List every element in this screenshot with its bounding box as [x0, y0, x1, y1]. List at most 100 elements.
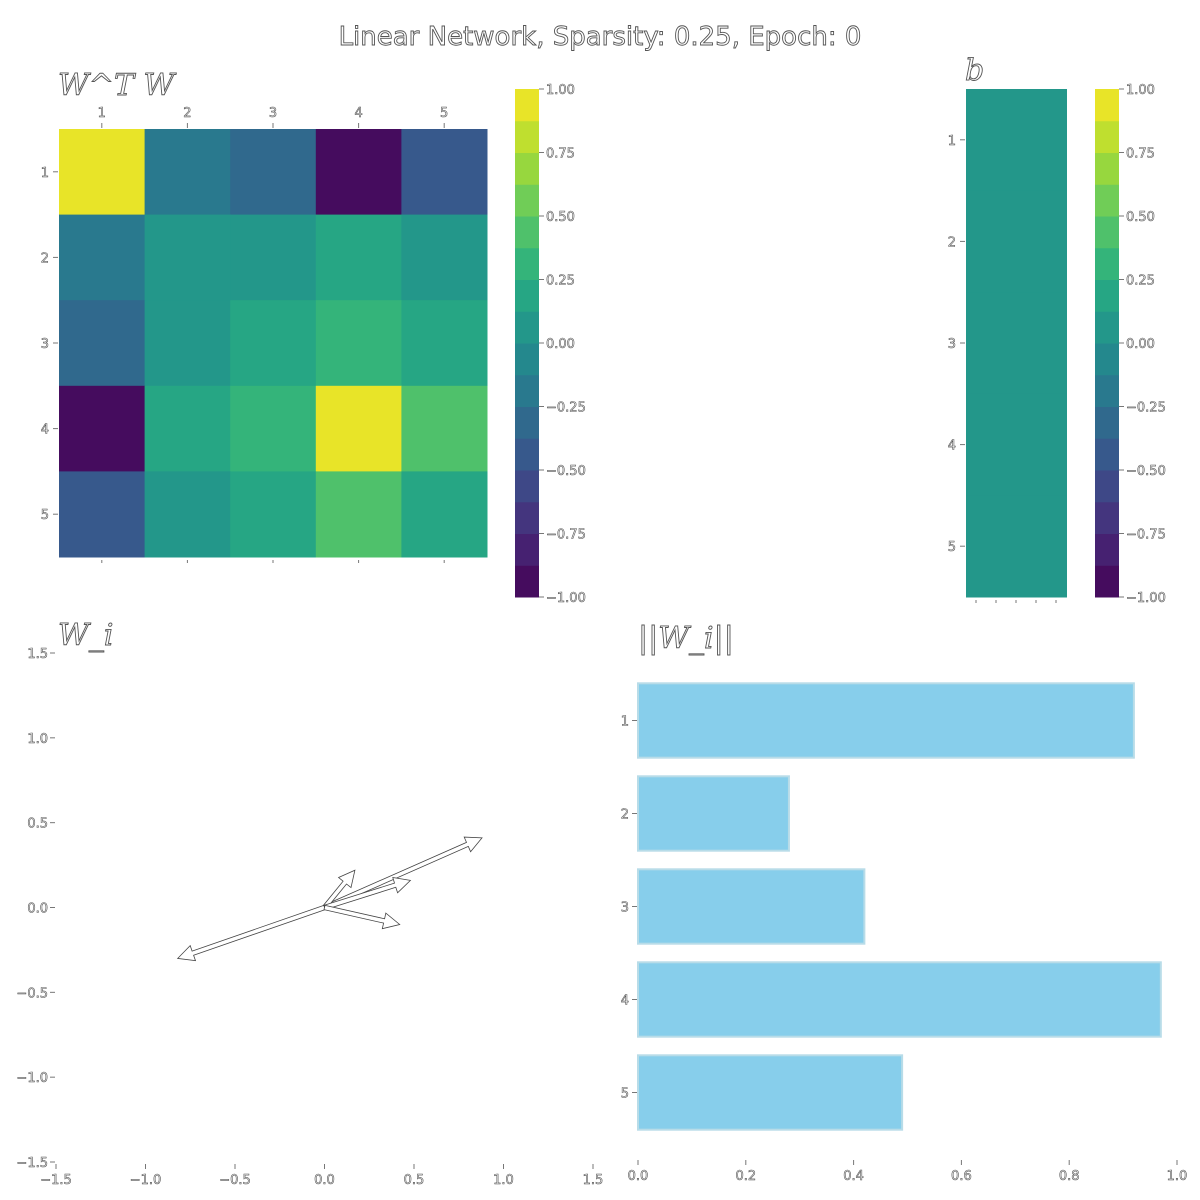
wtw-colorbar: 1.00 0.75 0.50 0.25 0.00 −0.25 −0.50 −0.75 −1.00 — [515, 83, 586, 606]
colorbar-segment-4 — [515, 470, 539, 503]
colorbar-segment-9 — [1095, 311, 1119, 344]
heatmap-y-tick-label-4: 4 — [41, 423, 49, 438]
wi-x-tick-label-6: 1.0 — [493, 1173, 514, 1188]
colorbar-tick-label-6: −0.25 — [546, 401, 586, 416]
colorbar-segment-15 — [1095, 120, 1119, 153]
norm-x-tick-label-5: 0.8 — [1059, 1169, 1080, 1184]
wi-x-tick-label-4: 0.0 — [314, 1173, 335, 1188]
colorbar-tick-label-2: 0.75 — [546, 147, 575, 162]
heatmap-cell-1-1 — [59, 129, 146, 216]
heatmap-x-tick-label-4: 4 — [354, 106, 362, 121]
colorbar-tick-label-5: 0.00 — [1126, 337, 1155, 352]
colorbar-segment-1 — [1095, 565, 1119, 598]
b-y-tick-label-5: 5 — [948, 540, 956, 555]
heatmap-cell-5-4 — [315, 471, 402, 558]
colorbar-segment-7 — [515, 374, 539, 407]
norm-y-tick-label-5: 5 — [621, 1087, 629, 1102]
heatmap-cell-4-4 — [315, 385, 402, 472]
colorbar-segment-11 — [1095, 247, 1119, 280]
colorbar-tick-label-5: 0.00 — [546, 337, 575, 352]
wi-y-tick-label-7: −1.5 — [16, 1156, 48, 1171]
colorbar-segment-8 — [515, 343, 539, 376]
colorbar-tick-label-3: 0.50 — [1126, 210, 1155, 225]
b-cell-3 — [966, 292, 1067, 395]
heatmap-x-tick-label-3: 3 — [269, 106, 277, 121]
heatmap-x-tick-label-5: 5 — [440, 106, 448, 121]
b-cell-5 — [966, 495, 1067, 598]
heatmap-cell-1-4 — [315, 129, 402, 216]
wi-y-tick-label-4: 0.0 — [27, 902, 48, 917]
heatmap-cell-4-5 — [401, 385, 488, 472]
wi-x-tick-label-7: 1.5 — [583, 1173, 604, 1188]
heatmap-cell-2-4 — [315, 214, 402, 301]
colorbar-segment-5 — [515, 438, 539, 471]
norm-panel-title: ||W_i|| — [638, 621, 734, 656]
heatmap-cell-2-3 — [230, 214, 317, 301]
norm-bar-chart: 1 2 3 4 5 0.0 0.2 0.4 0.6 0.8 1.0 — [620, 682, 1188, 1184]
norm-x-tick-label-1: 0.0 — [628, 1169, 649, 1184]
wi-vector-arrow-5 — [323, 904, 401, 930]
colorbar-tick-label-8: −0.75 — [1126, 528, 1166, 543]
colorbar-tick-label-8: −0.75 — [546, 528, 586, 543]
heatmap-cell-3-5 — [401, 300, 488, 387]
wi-x-tick-label-5: 0.5 — [404, 1173, 425, 1188]
heatmap-y-tick-label-5: 5 — [41, 508, 49, 523]
norm-bar-1 — [637, 682, 1135, 759]
wi-vector-plot: 1.5 1.0 0.5 0.0 −0.5 −1.0 −1.5 −1.5 −1.0 −0.5 0.0 0… — [16, 647, 604, 1189]
norm-y-tick-label-3: 3 — [621, 901, 629, 916]
heatmap-cell-2-1 — [59, 214, 146, 301]
wi-y-tick-label-5: −0.5 — [16, 986, 48, 1001]
b-y-tick-label-3: 3 — [948, 337, 956, 352]
colorbar-tick-label-1: 1.00 — [546, 83, 575, 98]
wi-vector-arrow-2 — [322, 869, 356, 910]
wi-vector-arrow-4 — [176, 904, 326, 962]
colorbar-segment-16 — [515, 89, 539, 122]
colorbar-segment-3 — [515, 501, 539, 534]
colorbar-tick-label-9: −1.00 — [1126, 591, 1166, 606]
wi-x-tick-label-3: −0.5 — [219, 1173, 251, 1188]
heatmap-cell-4-2 — [144, 385, 231, 472]
heatmap-cell-3-1 — [59, 300, 146, 387]
colorbar-segment-2 — [515, 533, 539, 566]
colorbar-tick-label-1: 1.00 — [1126, 83, 1155, 98]
heatmap-cell-2-5 — [401, 214, 488, 301]
wi-panel-title: W_i — [58, 618, 113, 653]
heatmap-y-tick-label-2: 2 — [41, 251, 49, 266]
wi-vector-arrow-1 — [323, 836, 483, 911]
b-heatmap: 1 2 3 4 5 — [947, 89, 1067, 603]
heatmap-y-tick-label-3: 3 — [41, 337, 49, 352]
b-y-tick-label-4: 4 — [948, 439, 956, 454]
wi-y-tick-label-2: 1.0 — [27, 732, 48, 747]
colorbar-segment-12 — [515, 216, 539, 249]
norm-bar-3 — [637, 868, 866, 945]
heatmap-cell-1-5 — [401, 129, 488, 216]
norm-bar-5 — [637, 1054, 904, 1131]
colorbar-tick-label-9: −1.00 — [546, 591, 586, 606]
colorbar-segment-9 — [515, 311, 539, 344]
norm-y-tick-label-2: 2 — [621, 808, 629, 823]
b-cell-1 — [966, 89, 1067, 192]
colorbar-segment-6 — [515, 406, 539, 439]
norm-bar-2 — [637, 775, 790, 852]
heatmap-cell-4-3 — [230, 385, 317, 472]
heatmap-x-tick-label-1: 1 — [98, 106, 106, 121]
norm-y-tick-label-4: 4 — [621, 994, 629, 1009]
colorbar-tick-label-4: 0.25 — [546, 274, 575, 289]
heatmap-cell-3-4 — [315, 300, 402, 387]
colorbar-segment-10 — [515, 279, 539, 312]
norm-x-tick-label-2: 0.2 — [735, 1169, 756, 1184]
heatmap-cell-5-1 — [59, 471, 146, 558]
heatmap-cell-3-2 — [144, 300, 231, 387]
colorbar-tick-label-4: 0.25 — [1126, 274, 1155, 289]
heatmap-cell-5-3 — [230, 471, 317, 558]
colorbar-segment-6 — [1095, 406, 1119, 439]
norm-bar-4 — [637, 961, 1162, 1038]
colorbar-tick-label-7: −0.50 — [1126, 464, 1166, 479]
heatmap-cell-1-2 — [144, 129, 231, 216]
heatmap-cell-1-3 — [230, 129, 317, 216]
wi-y-tick-label-1: 1.5 — [27, 647, 48, 662]
b-y-tick-label-2: 2 — [948, 235, 956, 250]
colorbar-segment-13 — [1095, 184, 1119, 217]
b-y-tick-label-1: 1 — [948, 134, 956, 149]
